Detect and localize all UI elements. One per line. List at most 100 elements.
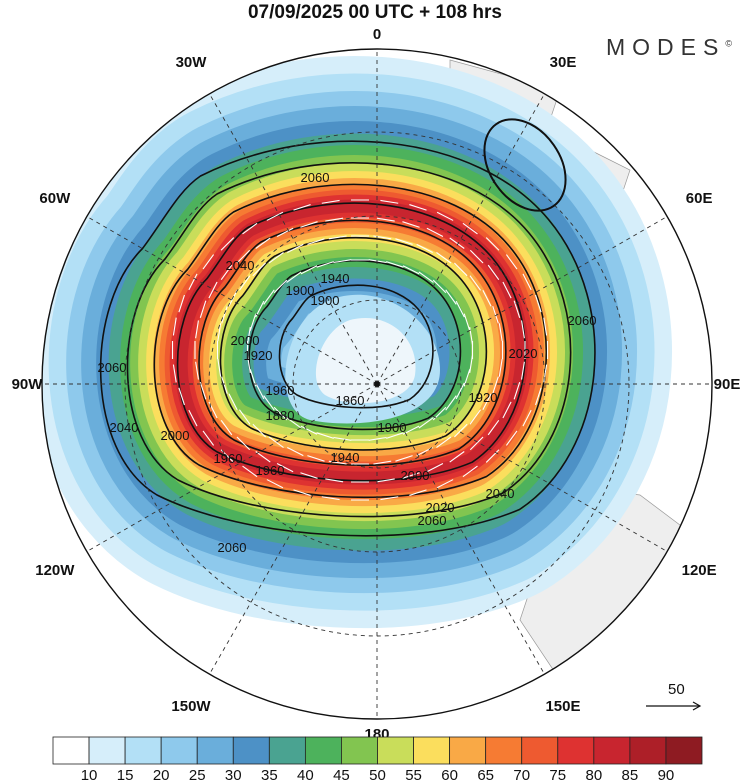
- wind-vector: [380, 199, 399, 204]
- wind-vector: [172, 317, 177, 336]
- wind-vector: [469, 409, 482, 425]
- wind-vector: [426, 463, 444, 473]
- wind-vector: [333, 259, 352, 264]
- wind-vector: [368, 259, 387, 264]
- wind-vector: [276, 463, 294, 473]
- wind-vector: [325, 217, 344, 222]
- wind-vector: [242, 222, 258, 235]
- contour-line: [100, 140, 596, 537]
- wind-vector: [513, 300, 521, 318]
- wind-vector: [454, 423, 468, 438]
- contour-label: 2020: [509, 346, 538, 361]
- wind-vector: [300, 472, 318, 479]
- wind-vector: [220, 264, 233, 281]
- wind-vector: [321, 199, 340, 204]
- wind-vector: [502, 281, 512, 299]
- wind-vector: [436, 252, 452, 264]
- wind-vector: [469, 249, 484, 264]
- contour-label: 2060: [418, 513, 447, 528]
- contour-label: 1860: [336, 393, 365, 408]
- wind-vector: [263, 289, 275, 305]
- contour-label: 2060: [98, 360, 127, 375]
- wind-vector: [454, 262, 468, 277]
- colorbar-label: 45: [333, 767, 350, 782]
- wind-vector: [426, 227, 444, 237]
- wind-vector: [445, 289, 457, 305]
- contour-line: [153, 183, 548, 499]
- colorbar-swatch: [485, 736, 523, 765]
- wind-vector: [462, 465, 478, 478]
- wind-vector: [236, 436, 251, 451]
- wind-vector: [195, 361, 199, 380]
- wind-vector: [463, 369, 471, 387]
- wind-vector: [445, 395, 457, 411]
- contour-label: 1940: [321, 271, 350, 286]
- wind-vector: [455, 300, 465, 318]
- wind-vector: [449, 451, 465, 463]
- wind-vector: [416, 243, 433, 254]
- wind-vector: [178, 294, 185, 313]
- pole-dot: [374, 381, 380, 387]
- wind-vector: [469, 275, 482, 291]
- copyright-mark: ©: [725, 38, 732, 49]
- longitude-label: 60E: [686, 190, 713, 207]
- wind-vector: [502, 401, 512, 419]
- wind-vector: [220, 419, 233, 436]
- wind-vector: [199, 300, 207, 318]
- arrow-head-icon: [692, 701, 702, 711]
- wind-vector: [208, 281, 218, 299]
- colorbar-label: 90: [658, 767, 675, 782]
- wind-vector: [172, 364, 177, 383]
- contour-label: 1880: [266, 408, 295, 423]
- graticule: [42, 49, 712, 719]
- wind-vector: [242, 465, 258, 478]
- longitude-label: 30W: [176, 54, 208, 71]
- longitude-label: 60W: [39, 190, 71, 207]
- wind-vector: [255, 237, 271, 249]
- closed-contour: [483, 118, 567, 212]
- wind-vector: [255, 382, 265, 400]
- wind-vector: [220, 237, 235, 251]
- colorbar-swatch: [196, 736, 234, 765]
- wind-vector: [436, 479, 454, 489]
- wind-vector: [300, 221, 318, 228]
- colorbar-swatch: [160, 736, 198, 765]
- colorbar-swatch: [268, 736, 306, 765]
- wind-vector: [449, 237, 465, 249]
- contour-line: [198, 219, 507, 467]
- wind-vector: [386, 432, 404, 439]
- vector-scale: 50: [646, 681, 702, 711]
- wind-vector: [268, 436, 284, 448]
- longitude-label: 0: [373, 26, 381, 43]
- colorbar-label: 85: [622, 767, 639, 782]
- colorbar-label: 75: [549, 767, 566, 782]
- contour-label: 2060: [568, 313, 597, 328]
- colorbar-swatch: [341, 736, 378, 765]
- logo-text: MODES: [606, 34, 726, 60]
- wind-vector: [202, 254, 215, 270]
- wind-vector: [316, 261, 334, 268]
- wind-vector: [202, 430, 215, 446]
- map-boundary: [41, 48, 713, 720]
- wind-vector: [373, 460, 392, 465]
- colorbar-swatch: [413, 736, 451, 765]
- wind-vector: [521, 320, 525, 339]
- colorbar-swatch: [557, 736, 595, 765]
- wind-vector: [293, 204, 311, 211]
- wind-vector: [287, 446, 304, 457]
- colorbar-swatch: [232, 736, 270, 765]
- wind-vector: [236, 249, 251, 264]
- wind-vector: [402, 265, 420, 275]
- wind-vector: [287, 243, 304, 254]
- longitude-label: 90E: [714, 376, 741, 393]
- wind-vector: [188, 273, 198, 291]
- wind-vector: [402, 221, 420, 228]
- longitude-label: 30E: [550, 54, 577, 71]
- colorbar-swatch: [304, 736, 342, 765]
- wind-vector: [286, 417, 302, 429]
- colorbar-label: 30: [225, 767, 242, 782]
- colorbar-swatch: [124, 736, 162, 765]
- wind-vector: [487, 264, 500, 281]
- wind-vector: [432, 279, 447, 294]
